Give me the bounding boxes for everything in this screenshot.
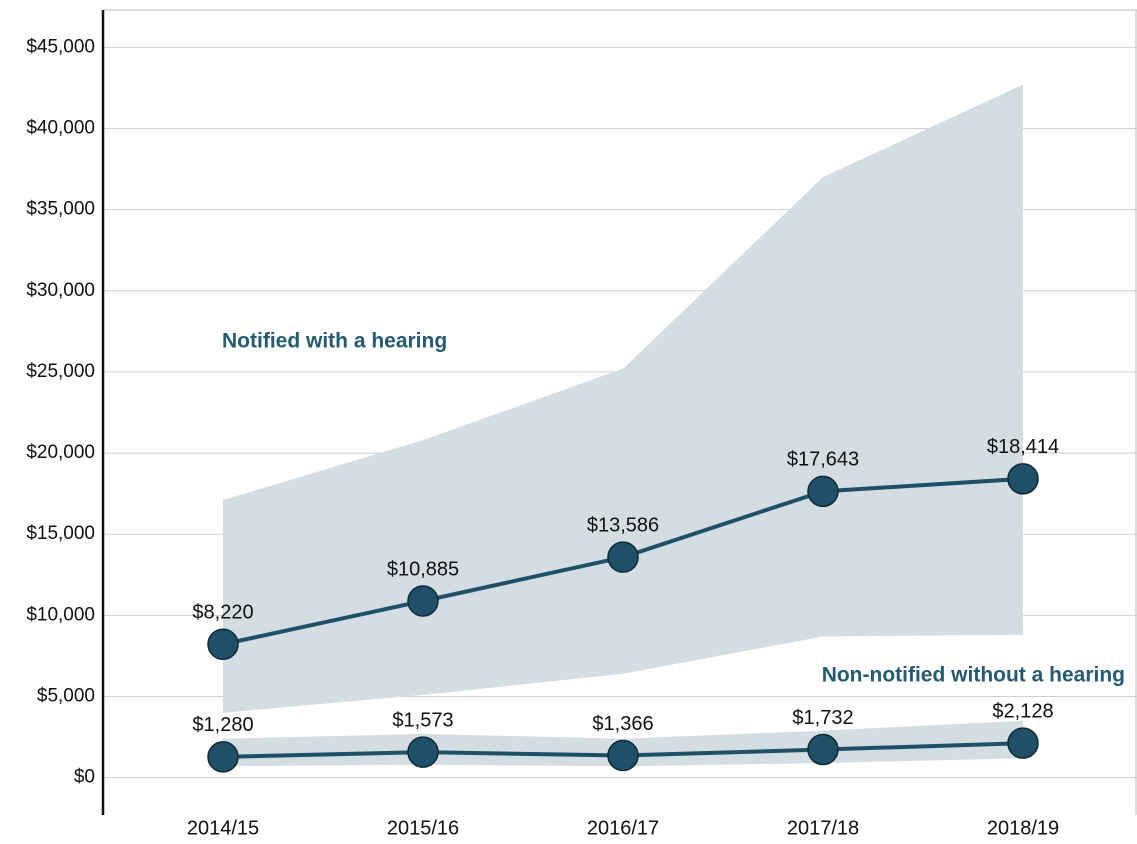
series-label: Non-notified without a hearing	[822, 664, 1125, 687]
data-label: $10,885	[387, 558, 459, 580]
y-tick-label: $0	[74, 767, 95, 788]
marker	[607, 541, 639, 573]
y-tick-label: $40,000	[26, 117, 95, 138]
lines	[207, 463, 1039, 773]
y-tick-label: $30,000	[26, 280, 95, 301]
marker	[607, 739, 639, 772]
data-label: $1,573	[392, 709, 453, 731]
data-label: $13,586	[587, 514, 659, 536]
marker	[807, 475, 839, 508]
labels: $0 $5,000 $10,000 $15,000 $20,000 $25,000 $30,…	[26, 36, 1125, 839]
x-tick-label: 2017/18	[787, 817, 859, 839]
y-tick-label: $5,000	[37, 686, 95, 707]
y-tick-label: $45,000	[26, 36, 95, 57]
data-label: $8,220	[192, 602, 253, 624]
data-label: $1,280	[192, 714, 253, 736]
data-label: $2,128	[992, 700, 1053, 722]
data-label: $18,414	[987, 436, 1059, 458]
y-tick-label: $15,000	[26, 523, 95, 544]
data-label: $1,366	[592, 713, 653, 735]
series-label: Notified with a hearing	[222, 330, 447, 353]
y-tick-label: $35,000	[26, 199, 95, 220]
marker	[207, 741, 239, 773]
x-tick-label: 2015/16	[387, 817, 459, 839]
x-tick-label: 2014/15	[187, 817, 259, 839]
x-tick-label: 2016/17	[587, 817, 659, 839]
y-tick-label: $25,000	[26, 361, 95, 382]
data-label: $1,732	[792, 707, 853, 729]
range-band	[223, 84, 1023, 713]
y-tick-label: $10,000	[26, 604, 95, 625]
marker	[407, 736, 439, 768]
data-label: $17,643	[787, 449, 859, 471]
y-tick-label: $20,000	[26, 442, 95, 463]
marker	[1007, 727, 1039, 759]
marker	[807, 733, 839, 766]
marker	[207, 628, 239, 661]
marker	[407, 585, 439, 617]
x-tick-label: 2018/19	[987, 817, 1059, 839]
marker	[1007, 463, 1039, 495]
